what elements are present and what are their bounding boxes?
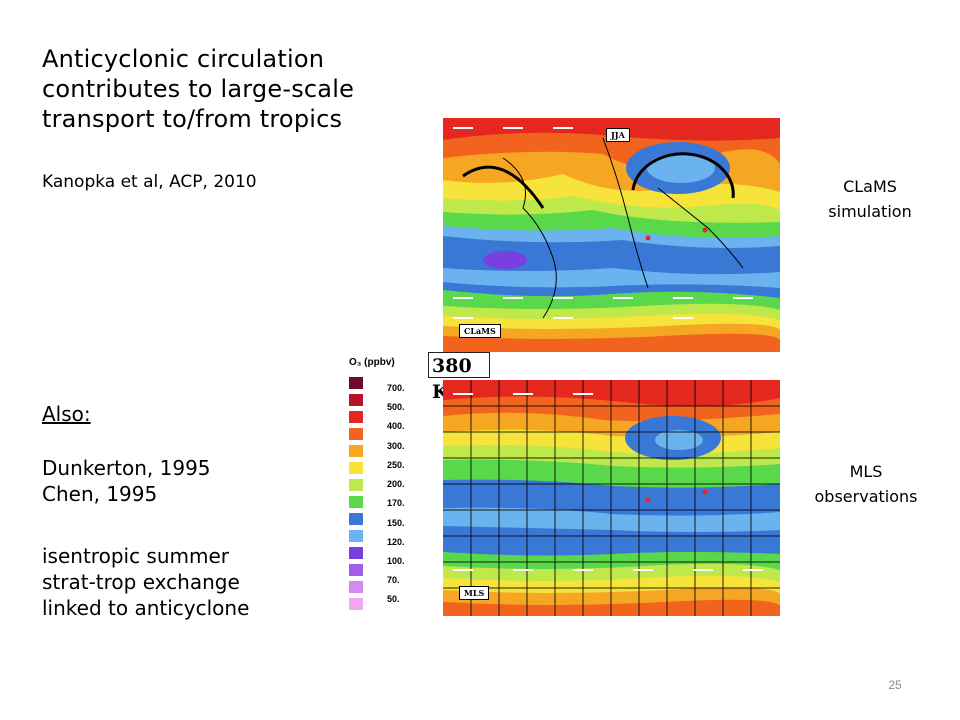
caption-line: CLaMS bbox=[843, 177, 897, 196]
legend-swatch bbox=[349, 530, 363, 542]
model-label: MLS bbox=[459, 586, 490, 600]
top-map-caption: CLaMS simulation bbox=[805, 174, 935, 224]
caption-line: observations bbox=[814, 487, 918, 506]
legend-swatch bbox=[349, 462, 363, 474]
caption-line: simulation bbox=[828, 202, 912, 221]
legend-swatch bbox=[349, 377, 363, 389]
note-line: strat-trop exchange bbox=[42, 570, 240, 594]
legend-swatch bbox=[349, 411, 363, 423]
mls-map-graphic bbox=[443, 380, 780, 616]
legend-swatch bbox=[349, 394, 363, 406]
legend-swatch bbox=[349, 564, 363, 576]
note-line: isentropic summer bbox=[42, 544, 230, 568]
legend-tick-label: 400. bbox=[387, 421, 405, 432]
legend-swatch bbox=[349, 496, 363, 508]
claMS-map-graphic bbox=[443, 118, 780, 352]
level-label: 380 K bbox=[428, 352, 490, 403]
legend-swatch bbox=[349, 479, 363, 491]
reference-item: Dunkerton, 1995 bbox=[42, 456, 211, 480]
title-line: Anticyclonic circulation bbox=[42, 45, 325, 73]
mls-ozone-map: MLS bbox=[443, 380, 780, 616]
legend-tick-label: 250. bbox=[387, 459, 405, 470]
citation: Kanopka et al, ACP, 2010 bbox=[42, 172, 257, 192]
legend-tick-label: 200. bbox=[387, 479, 405, 490]
legend-tick-label: 500. bbox=[387, 402, 405, 413]
legend-swatch bbox=[349, 581, 363, 593]
title-line: transport to/from tropics bbox=[42, 105, 343, 133]
legend-swatch bbox=[349, 428, 363, 440]
note-line: linked to anticyclone bbox=[42, 596, 250, 620]
notes-list: isentropic summer strat-trop exchange li… bbox=[42, 543, 249, 621]
legend-swatch bbox=[349, 445, 363, 457]
page-number: 25 bbox=[888, 678, 902, 692]
legend-tick-label: 300. bbox=[387, 440, 405, 451]
season-label: JJA bbox=[606, 128, 630, 142]
also-heading: Also: bbox=[42, 402, 91, 426]
legend-tick-label: 100. bbox=[387, 555, 405, 566]
title-line: contributes to large-scale bbox=[42, 75, 355, 103]
legend-swatch bbox=[349, 598, 363, 610]
model-label: CLaMS bbox=[459, 324, 501, 338]
slide-title: Anticyclonic circulation contributes to … bbox=[42, 44, 402, 134]
legend-title: O₃ (ppbv) bbox=[349, 357, 395, 368]
legend-tick-label: 170. bbox=[387, 498, 405, 509]
bottom-map-caption: MLS observations bbox=[796, 459, 936, 509]
reference-item: Chen, 1995 bbox=[42, 482, 158, 506]
claMS-ozone-map: JJA CLaMS bbox=[443, 118, 780, 352]
ozone-color-legend: O₃ (ppbv) 700. 500. 400. 300. 250. 200. 170. 15… bbox=[345, 355, 425, 620]
legend-tick-label: 50. bbox=[387, 594, 400, 605]
legend-tick-label: 700. bbox=[387, 383, 405, 393]
legend-swatch bbox=[349, 547, 363, 559]
legend-tick-label: 70. bbox=[387, 575, 400, 586]
caption-line: MLS bbox=[849, 462, 883, 481]
legend-tick-label: 120. bbox=[387, 536, 405, 547]
reference-list: Dunkerton, 1995 Chen, 1995 bbox=[42, 455, 211, 507]
legend-tick-label: 150. bbox=[387, 517, 405, 528]
legend-swatch bbox=[349, 513, 363, 525]
